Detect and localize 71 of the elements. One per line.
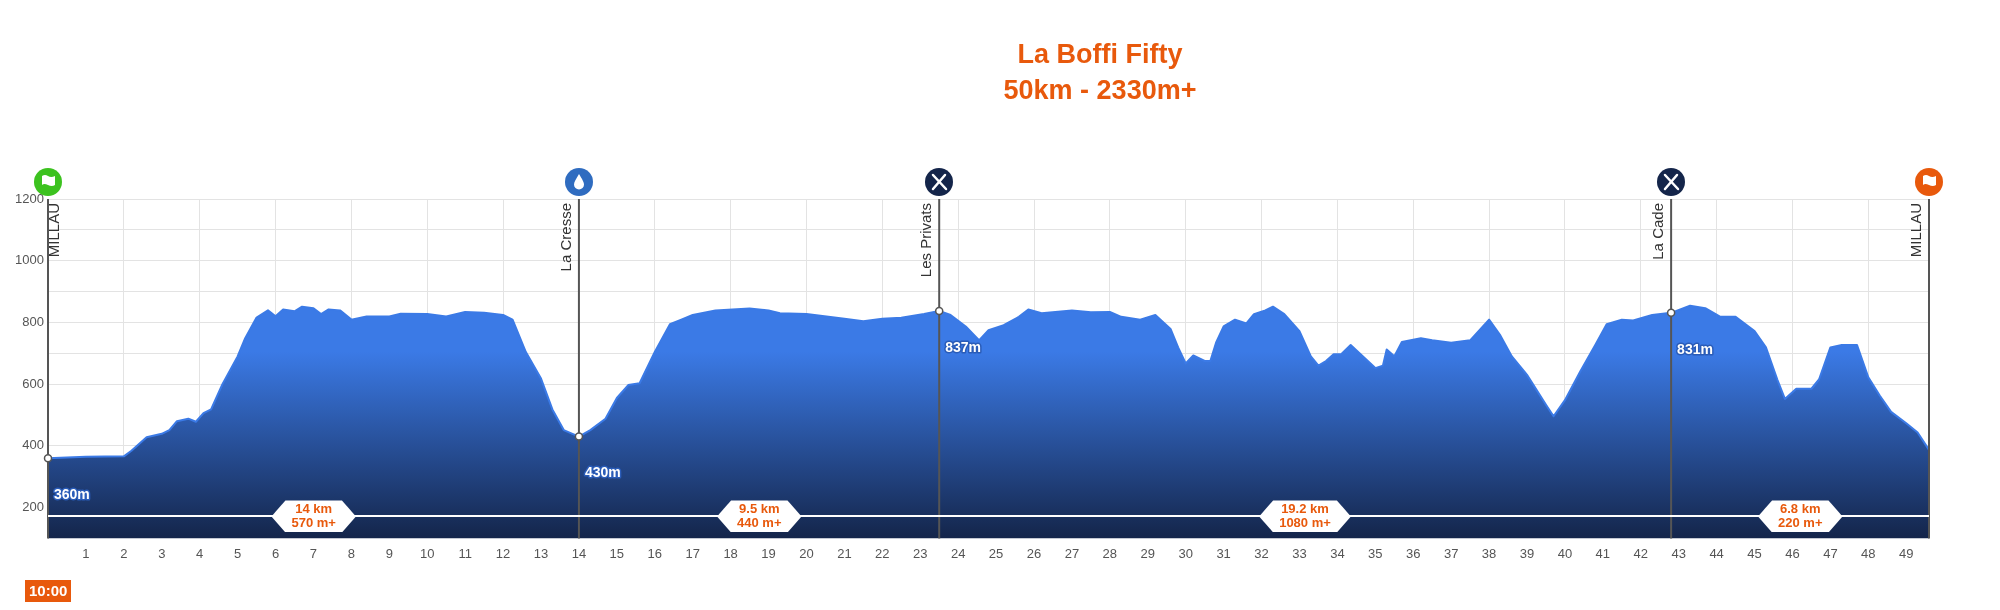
x-tick-label: 17 bbox=[685, 545, 700, 561]
annotation: 19.2 km 1080 m+ bbox=[1259, 500, 1351, 533]
ref-line-label: MILLAU bbox=[1906, 203, 1924, 258]
x-tick-label: 44 bbox=[1709, 545, 1724, 561]
annotation: 837m bbox=[945, 338, 982, 355]
ref-line-label: La Cade bbox=[1648, 203, 1666, 260]
x-tick-label: 19 bbox=[761, 545, 776, 561]
ref-line-label: Les Privats bbox=[916, 203, 934, 278]
x-tick-label: 12 bbox=[495, 545, 511, 561]
y-tick-label: 1200 bbox=[15, 190, 44, 206]
ref-line-label: La Cresse bbox=[556, 203, 574, 272]
x-tick-label: 40 bbox=[1557, 545, 1573, 561]
x-tick-label: 28 bbox=[1102, 545, 1118, 561]
x-tick-label: 18 bbox=[723, 545, 738, 561]
y-tick-label: 600 bbox=[22, 375, 44, 391]
annotation: 430m bbox=[584, 464, 621, 481]
x-tick-label: 49 bbox=[1899, 545, 1914, 561]
annotation: 9.5 km 440 m+ bbox=[717, 500, 802, 533]
x-tick-label: 6 bbox=[271, 545, 280, 561]
x-tick-label: 21 bbox=[837, 545, 852, 561]
y-tick-label: 1000 bbox=[15, 252, 44, 268]
y-tick-label: 800 bbox=[22, 314, 44, 329]
x-tick-label: 25 bbox=[988, 545, 1004, 561]
y-tick-label: 200 bbox=[22, 499, 44, 515]
x-tick-label: 39 bbox=[1519, 545, 1535, 561]
x-tick-label: 16 bbox=[647, 545, 663, 561]
x-tick-label: 45 bbox=[1747, 545, 1762, 561]
x-tick-label: 7 bbox=[309, 545, 318, 561]
x-tick-label: 43 bbox=[1671, 545, 1686, 561]
x-tick-label: 24 bbox=[950, 545, 966, 561]
x-tick-label: 22 bbox=[875, 545, 890, 561]
x-tick-label: 1 bbox=[82, 545, 90, 561]
x-tick-label: 4 bbox=[196, 545, 204, 561]
x-tick-label: 36 bbox=[1406, 545, 1421, 561]
x-tick-label: 26 bbox=[1026, 545, 1042, 561]
x-tick-label: 23 bbox=[913, 545, 928, 561]
x-tick-label: 32 bbox=[1254, 545, 1269, 561]
x-tick-label: 38 bbox=[1481, 545, 1497, 561]
y-tick-label: 400 bbox=[22, 437, 44, 453]
x-tick-label: 41 bbox=[1595, 545, 1611, 561]
x-tick-label: 29 bbox=[1140, 545, 1156, 561]
annotation: 831m bbox=[1677, 340, 1713, 357]
chart-title: La Boffi Fifty bbox=[1016, 38, 1184, 71]
x-tick-label: 2 bbox=[120, 545, 128, 561]
annotation: 14 km 570 m+ bbox=[271, 500, 356, 533]
x-tick-label: 20 bbox=[799, 545, 814, 561]
x-tick-label: 8 bbox=[347, 545, 355, 561]
x-tick-label: 37 bbox=[1443, 545, 1459, 561]
x-tick-label: 9 bbox=[385, 545, 393, 561]
chart-subtitle: 50km - 2330m+ bbox=[1002, 74, 1198, 107]
x-tick-label: 46 bbox=[1785, 545, 1800, 561]
x-tick-label: 27 bbox=[1064, 545, 1080, 561]
x-tick-label: 11 bbox=[458, 545, 472, 561]
x-tick-label: 14 bbox=[571, 545, 587, 561]
x-tick-label: 34 bbox=[1330, 545, 1345, 561]
x-tick-label: 30 bbox=[1178, 545, 1193, 561]
x-tick-label: 5 bbox=[234, 545, 242, 561]
x-tick-label: 31 bbox=[1216, 545, 1231, 561]
x-tick-label: 47 bbox=[1823, 545, 1838, 561]
x-tick-label: 35 bbox=[1368, 545, 1383, 561]
x-tick-label: 10 bbox=[420, 545, 435, 561]
annotation: 6.8 km 220 m+ bbox=[1758, 500, 1843, 533]
text: 10:00 bbox=[25, 580, 72, 603]
annotation: 360m bbox=[54, 486, 90, 503]
x-tick-label: 48 bbox=[1861, 545, 1876, 561]
x-tick-label: 42 bbox=[1633, 545, 1649, 561]
x-tick-label: 15 bbox=[609, 545, 625, 561]
ref-line-label: MILLAU bbox=[44, 203, 62, 258]
x-tick-label: 33 bbox=[1292, 545, 1307, 561]
x-tick-label: 13 bbox=[533, 545, 549, 561]
x-tick-label: 3 bbox=[158, 545, 166, 561]
